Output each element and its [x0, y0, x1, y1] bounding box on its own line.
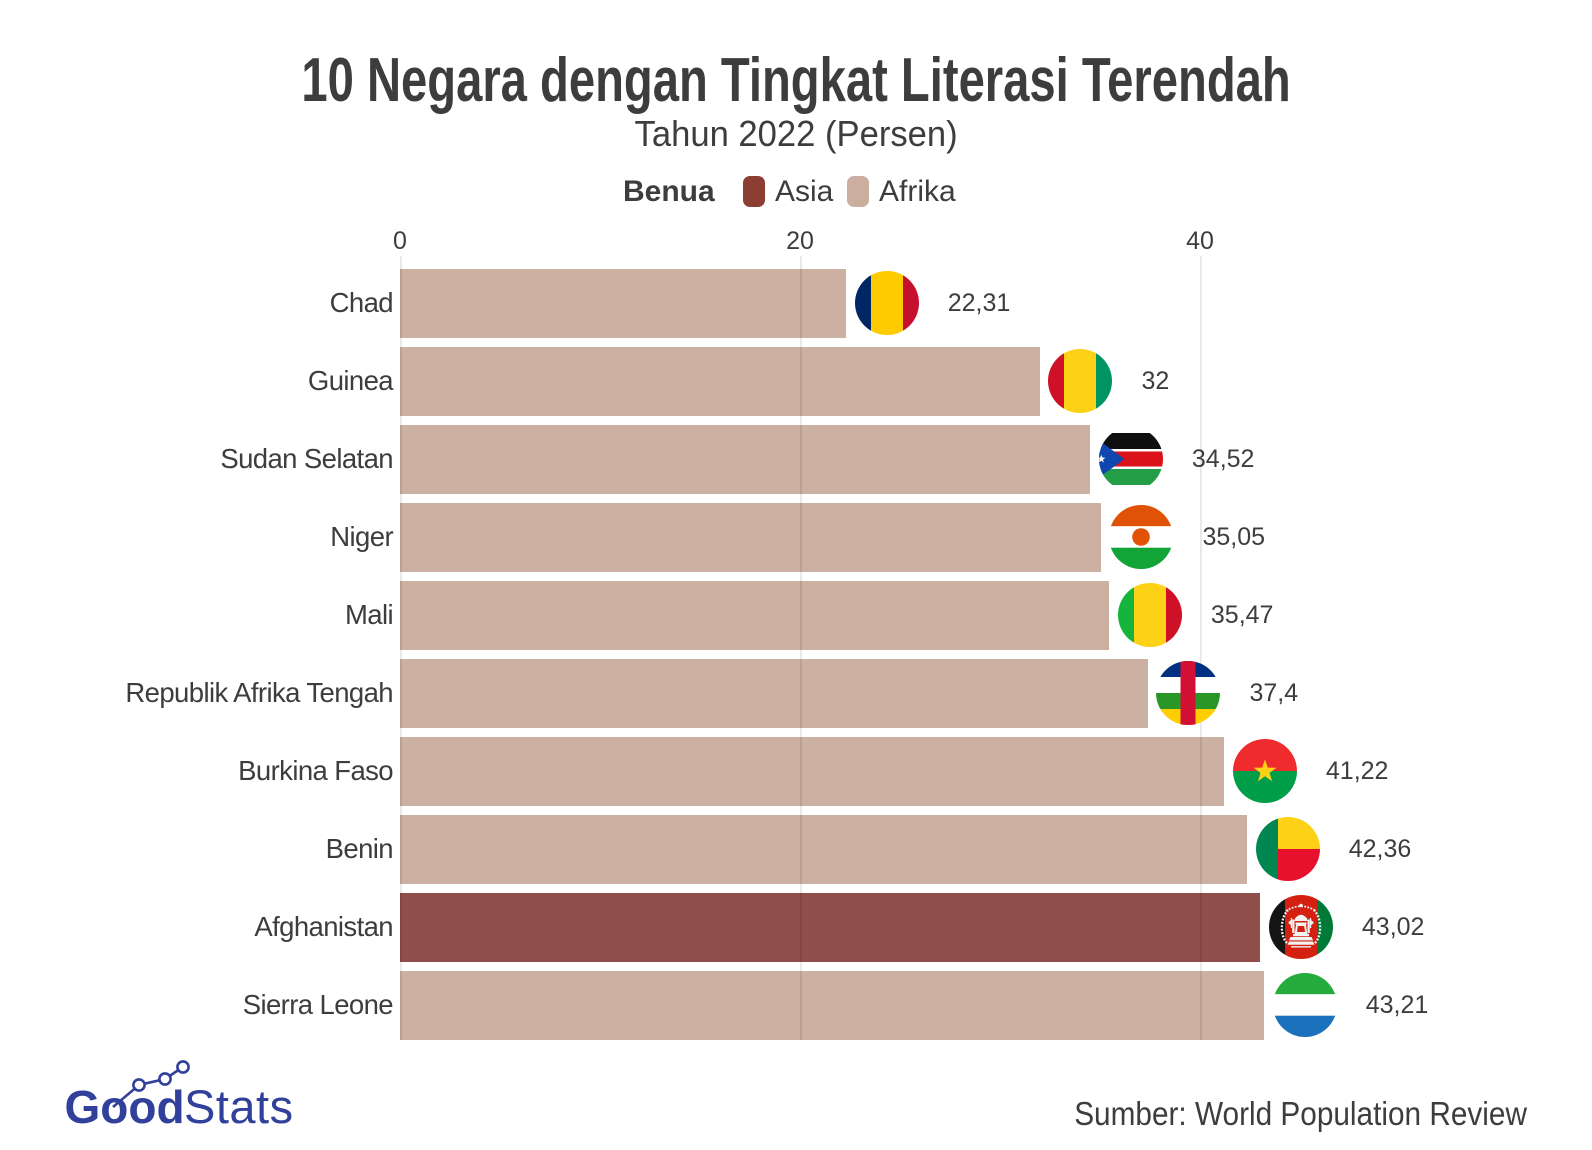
svg-text:Good: Good	[65, 1081, 185, 1133]
svg-text:Stats: Stats	[184, 1080, 294, 1133]
